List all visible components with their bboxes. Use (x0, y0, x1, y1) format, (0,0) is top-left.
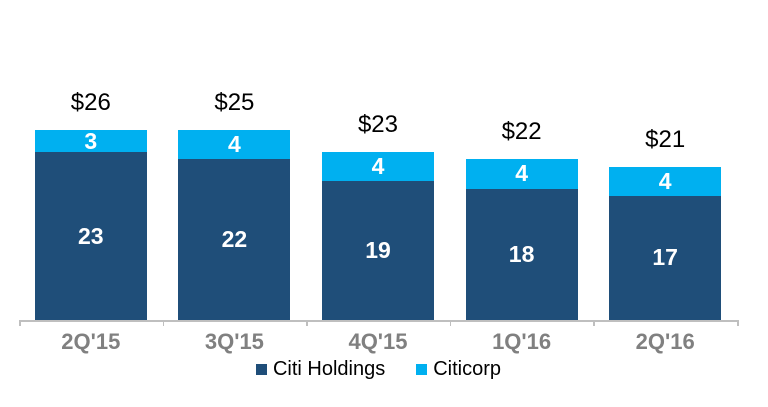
total-label: $25 (214, 89, 255, 117)
segment-value-label: 4 (658, 167, 672, 194)
segment-value-label: 18 (508, 240, 535, 267)
total-label: $22 (501, 118, 542, 146)
segment-value-label: 4 (227, 131, 241, 158)
x-axis-label: 2Q'16 (635, 329, 695, 354)
axis-tick (737, 320, 739, 326)
legend-label-citi-holdings: Citi Holdings (272, 358, 386, 380)
segment-value-label: 23 (78, 222, 104, 249)
x-axis-label: 4Q'15 (348, 329, 408, 354)
bar-segment-citicorp: 4 (322, 152, 434, 182)
segment-value-label: 17 (652, 244, 678, 271)
axis-tick (593, 320, 595, 326)
segment-value-label: 4 (371, 153, 385, 180)
x-axis-line (19, 320, 738, 322)
bar-segment-citicorp: 4 (609, 166, 722, 196)
axis-tick (19, 320, 21, 326)
bar-segment-citicorp: 4 (465, 159, 578, 189)
segment-value-label: 22 (221, 226, 248, 253)
legend: Citi Holdings Citicorp (19, 357, 738, 381)
x-axis-label: 2Q'15 (61, 329, 121, 354)
legend-swatch-citi-holdings (255, 363, 267, 375)
segment-value-label: 4 (515, 160, 528, 187)
total-label: $21 (645, 125, 686, 153)
x-axis-label: 3Q'15 (204, 329, 264, 354)
legend-item-citicorp: Citicorp (416, 359, 501, 379)
segment-value-label: 3 (84, 127, 98, 154)
bar-segment-citi-holdings: 19 (322, 181, 434, 320)
axis-tick (449, 320, 452, 326)
bar-segment-citi-holdings: 23 (34, 152, 147, 320)
segment-value-label: 19 (365, 237, 391, 264)
legend-label-citicorp: Citicorp (433, 358, 502, 380)
bar-segment-citicorp: 4 (178, 130, 291, 160)
bar-segment-citi-holdings: 22 (178, 159, 291, 320)
bar-segment-citi-holdings: 17 (609, 195, 722, 320)
x-axis-label: 1Q'16 (492, 329, 552, 354)
total-label: $23 (357, 111, 398, 139)
axis-tick (162, 320, 165, 326)
bar-segment-citi-holdings: 18 (465, 188, 578, 320)
total-label: $26 (70, 89, 111, 117)
legend-item-citi-holdings: Citi Holdings (255, 358, 386, 380)
axis-tick (306, 320, 308, 326)
bar-segment-citicorp: 3 (34, 127, 147, 154)
legend-swatch-citicorp (416, 363, 428, 375)
